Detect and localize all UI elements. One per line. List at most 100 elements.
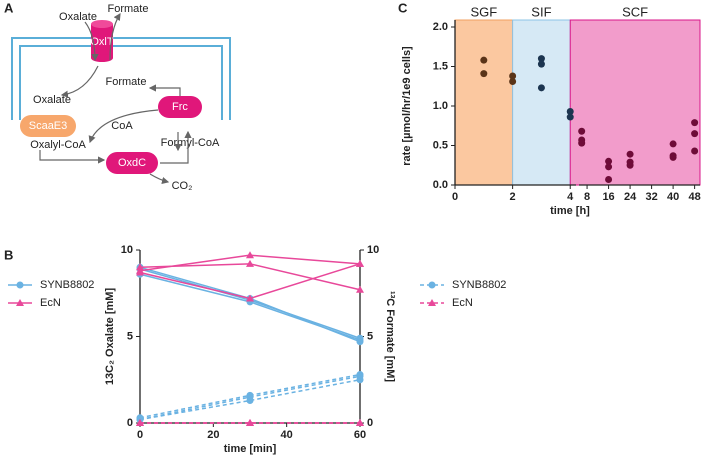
x-tick-label: 48 — [688, 191, 700, 203]
marker — [16, 299, 24, 306]
panel-label: B — [4, 247, 13, 262]
x-tick-label: 8 — [584, 191, 590, 203]
series-line — [139, 263, 361, 300]
metabolite: Oxalyl-CoA — [30, 139, 86, 151]
marker — [16, 281, 24, 289]
marker — [136, 268, 144, 276]
marker — [428, 281, 436, 289]
marker — [356, 285, 364, 293]
enzyme-label: Frc — [172, 101, 188, 113]
x-tick-label: 40 — [667, 191, 679, 203]
y-tick-label: 1.0 — [433, 100, 448, 112]
y-tick-label: 10 — [121, 244, 133, 256]
panel-label: C — [398, 0, 408, 15]
point — [537, 60, 545, 68]
panel-label: A — [4, 0, 14, 15]
marker — [246, 391, 254, 399]
marker — [246, 251, 254, 259]
metabolite: Oxalate — [33, 94, 71, 106]
legend-label: EcN — [40, 297, 61, 309]
membrane — [11, 37, 231, 120]
point — [537, 84, 545, 92]
point — [605, 163, 613, 171]
point — [566, 108, 574, 116]
x-tick-label: 0 — [452, 191, 458, 203]
transporter-label: OxlT — [90, 36, 114, 48]
marker — [246, 419, 254, 426]
legend-label: SYNB8802 — [452, 279, 506, 291]
metabolite: Formyl-CoA — [161, 137, 220, 149]
enzyme — [158, 96, 202, 118]
x-tick-label: 0 — [137, 429, 143, 441]
x-tick-label: 40 — [281, 429, 293, 441]
marker — [428, 299, 436, 306]
region — [454, 19, 514, 186]
y2-tick-label: 10 — [367, 244, 379, 256]
marker — [356, 419, 364, 426]
point — [509, 72, 517, 80]
transporter — [91, 24, 113, 58]
point — [578, 127, 586, 135]
enzyme — [20, 115, 76, 137]
point — [605, 175, 613, 183]
marker — [136, 414, 144, 422]
x-tick-label: 2 — [510, 191, 516, 203]
x-tick-label: 32 — [645, 191, 657, 203]
y-tick-label: 5 — [127, 330, 133, 342]
x-tick-label: 20 — [207, 429, 219, 441]
region — [569, 19, 701, 186]
metabolite: CoA — [111, 120, 133, 132]
point — [605, 157, 613, 165]
point — [578, 139, 586, 147]
x-tick-label: 60 — [354, 429, 366, 441]
y-tick-label: 2.0 — [433, 21, 448, 33]
y2-tick-label: 5 — [367, 330, 373, 342]
point — [691, 130, 699, 138]
enzyme — [106, 152, 158, 174]
point — [480, 70, 488, 78]
y-tick-label: 0.0 — [433, 179, 448, 191]
point — [566, 113, 574, 121]
point — [669, 140, 677, 148]
metabolite: CO₂ — [172, 180, 193, 192]
region-label: SIF — [531, 4, 551, 19]
point — [480, 56, 488, 64]
point — [691, 119, 699, 127]
metabolite: Oxalate — [59, 11, 97, 23]
enzyme-label: ScaaE3 — [29, 120, 68, 132]
point — [626, 150, 634, 158]
point — [626, 161, 634, 169]
y-tick-label: 0 — [127, 417, 133, 429]
legend-label: SYNB8802 — [40, 279, 94, 291]
point — [509, 78, 517, 86]
marker — [136, 419, 144, 426]
series-line — [139, 273, 361, 341]
marker — [136, 263, 144, 271]
marker — [356, 338, 364, 346]
diagram: A OxlT Oxalate Formate Formate Oxalate S… — [4, 0, 231, 192]
y-axis-title: rate [µmol/hr/1e9 cells] — [401, 46, 413, 166]
marker — [246, 294, 254, 302]
metabolite: Formate — [108, 3, 149, 15]
point — [669, 153, 677, 161]
metabolite: Formate — [106, 76, 147, 88]
marker — [246, 259, 254, 267]
x-tick-label: 24 — [624, 191, 637, 203]
marker — [356, 259, 364, 267]
x-axis-title: time [min] — [224, 443, 277, 455]
region-label: SGF — [470, 4, 497, 19]
legend-label: EcN — [452, 297, 473, 309]
x-axis-title: time [h] — [550, 205, 590, 217]
region — [512, 19, 571, 186]
x-tick-label: 16 — [602, 191, 614, 203]
y2-tick-label: 0 — [367, 417, 373, 429]
y-axis-title: 13C₂ Oxalate [mM] — [104, 288, 116, 386]
point — [691, 147, 699, 155]
x-tick-label: 4 — [567, 191, 574, 203]
enzyme-label: OxdC — [118, 157, 146, 169]
y-tick-label: 0.5 — [433, 139, 448, 151]
region-label: SCF — [622, 4, 648, 19]
marker — [356, 371, 364, 379]
point — [537, 55, 545, 63]
